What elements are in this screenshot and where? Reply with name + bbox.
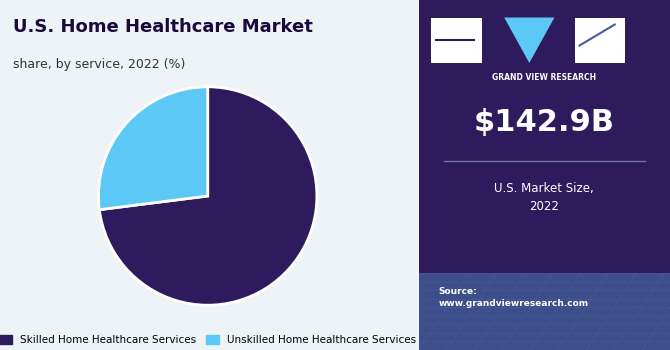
- Bar: [431, 18, 482, 63]
- Text: $142.9B: $142.9B: [474, 108, 615, 137]
- Text: U.S. Home Healthcare Market: U.S. Home Healthcare Market: [13, 18, 314, 35]
- Text: U.S. Market Size,
2022: U.S. Market Size, 2022: [494, 182, 594, 213]
- Wedge shape: [98, 87, 208, 210]
- Polygon shape: [505, 18, 554, 63]
- Text: GRAND VIEW RESEARCH: GRAND VIEW RESEARCH: [492, 74, 596, 83]
- Wedge shape: [99, 87, 317, 305]
- FancyBboxPatch shape: [419, 0, 670, 350]
- FancyBboxPatch shape: [419, 273, 670, 350]
- Text: share, by service, 2022 (%): share, by service, 2022 (%): [13, 58, 186, 71]
- Legend: Skilled Home Healthcare Services, Unskilled Home Healthcare Services: Skilled Home Healthcare Services, Unskil…: [0, 330, 421, 349]
- Bar: [574, 18, 624, 63]
- Text: Source:
www.grandviewresearch.com: Source: www.grandviewresearch.com: [439, 287, 589, 308]
